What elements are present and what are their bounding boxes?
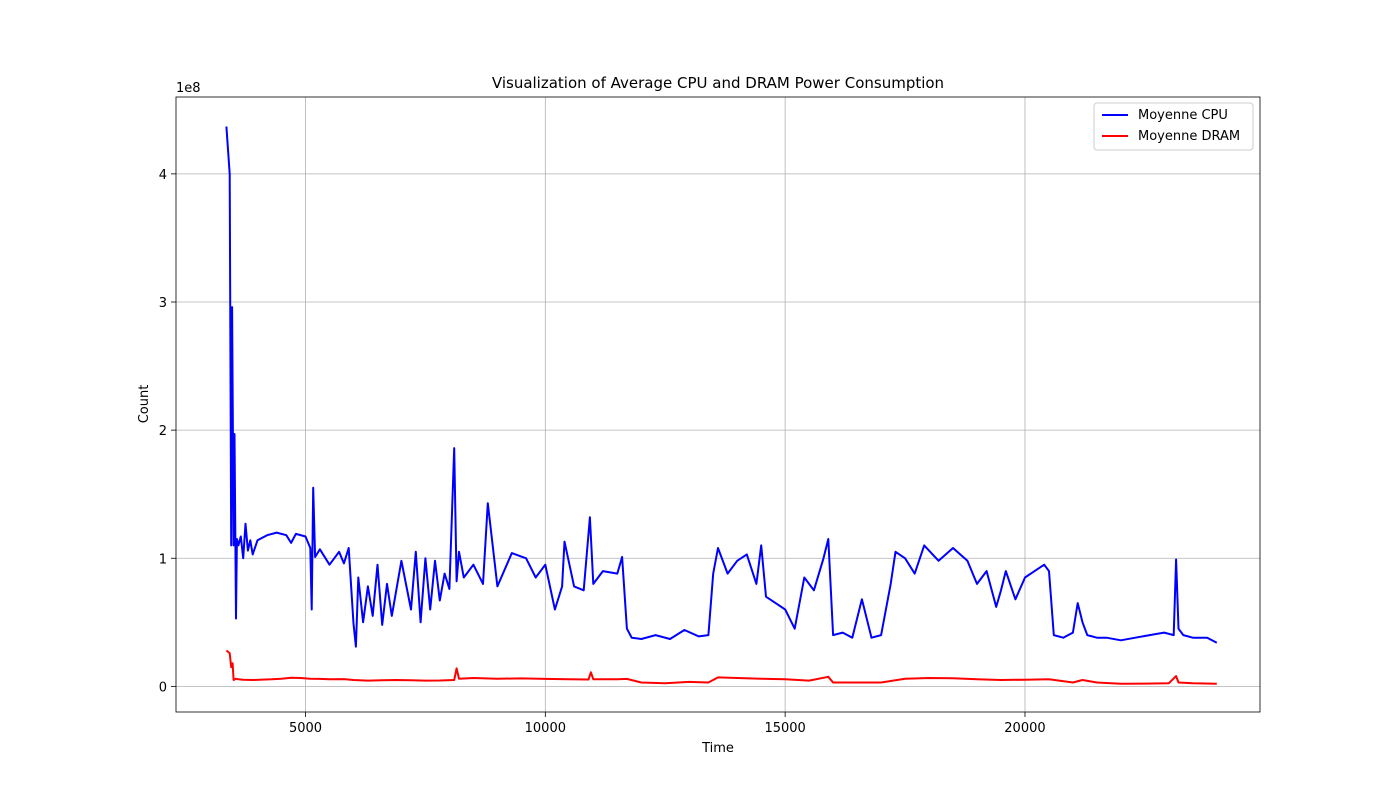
grid-layer [176, 97, 1260, 712]
x-tick-label: 20000 [1004, 721, 1045, 736]
x-axis-label: Time [701, 741, 734, 756]
plot-frame [175, 96, 1261, 713]
y-tick-label: 4 [159, 168, 167, 183]
series-layer [225, 126, 1218, 685]
y-tick-label: 3 [159, 296, 167, 311]
y-axis-label: Count [137, 385, 152, 424]
legend-box [1093, 102, 1254, 151]
x-tick-label: 5000 [289, 721, 322, 736]
series-line-cpu [225, 126, 1218, 648]
y-tick-label: 0 [159, 680, 167, 695]
legend: Moyenne CPU Moyenne DRAM [1093, 102, 1254, 151]
legend-label-cpu: Moyenne CPU [1138, 108, 1228, 123]
tick-layer: 5000 10000 15000 20000 0 1 2 3 4 [159, 168, 1046, 736]
chart-title: Visualization of Average CPU and DRAM Po… [492, 74, 944, 92]
y-tick-label: 2 [159, 424, 167, 439]
x-tick-label: 10000 [525, 721, 566, 736]
x-tick-label: 15000 [764, 721, 805, 736]
y-offset-label: 1e8 [176, 81, 201, 96]
series-line-dram [225, 649, 1217, 685]
legend-label-dram: Moyenne DRAM [1138, 129, 1240, 144]
y-tick-label: 1 [159, 552, 167, 567]
